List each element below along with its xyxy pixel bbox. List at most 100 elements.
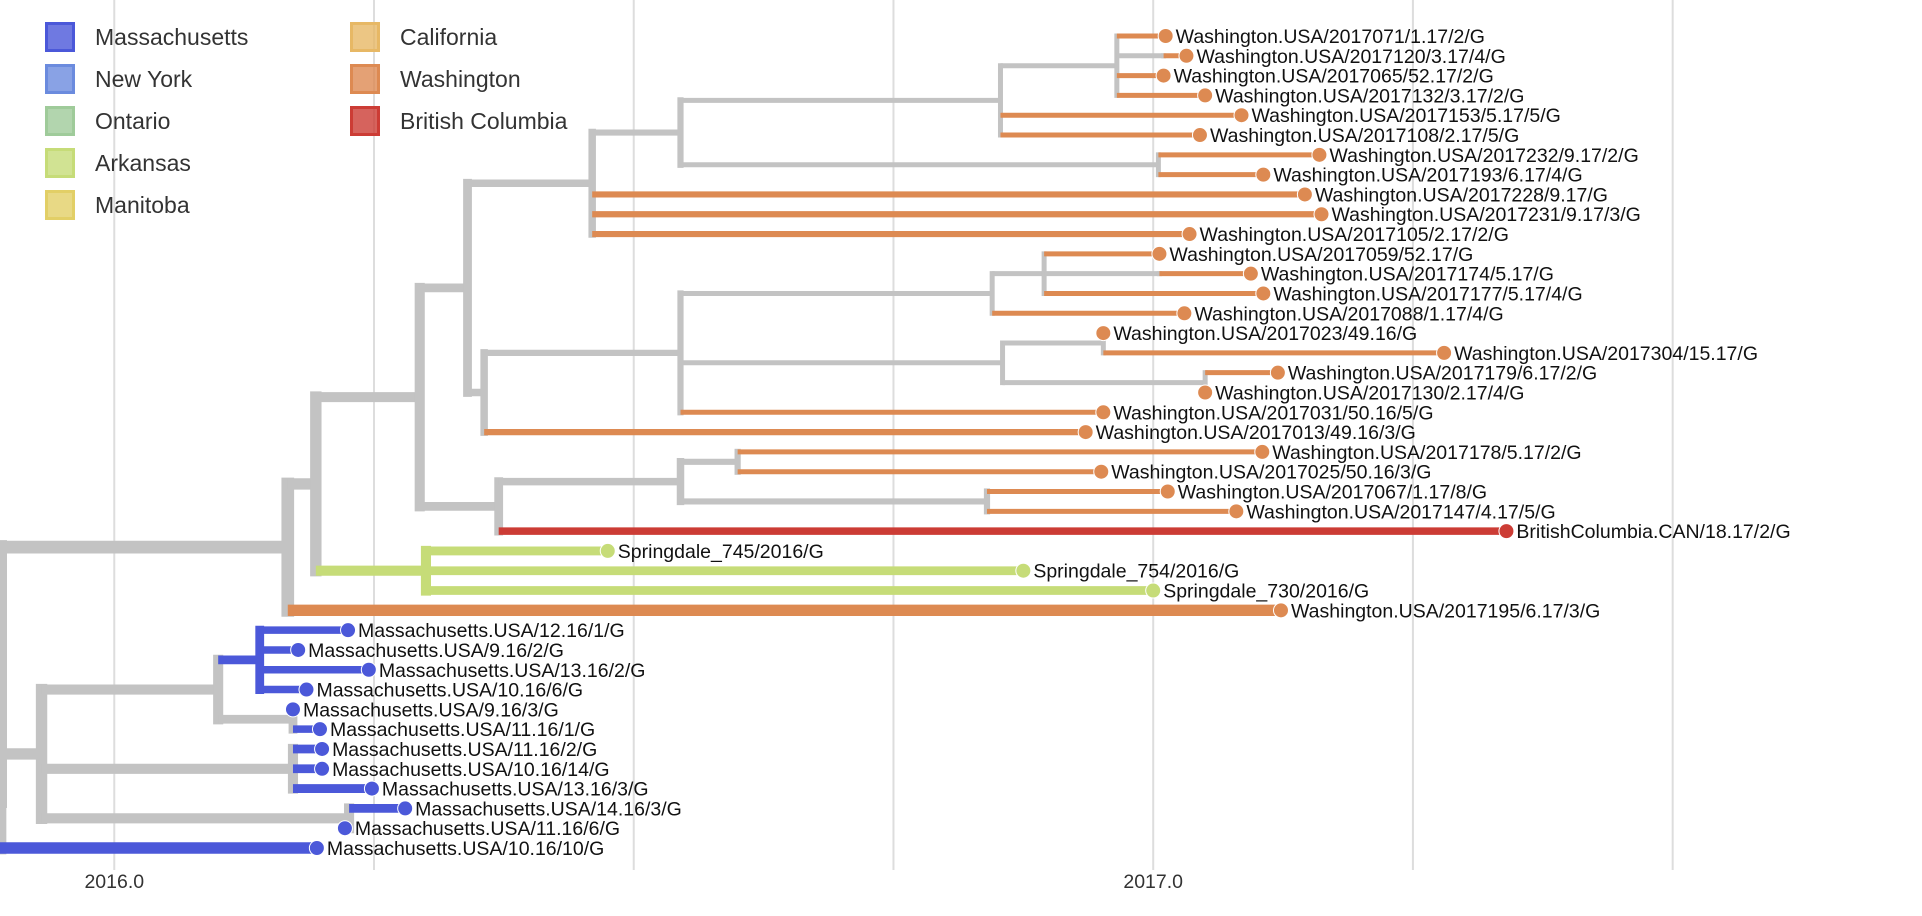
tip-label: Washington.USA/2017059/52.17/G: [1169, 244, 1473, 266]
tip-marker-washington-usa-2017023-49-16-g[interactable]: [1095, 325, 1112, 342]
tip-marker-britishcolumbia-can-18-17-2-g[interactable]: [1498, 523, 1515, 540]
tip-marker-massachusetts-usa-12-16-1-g[interactable]: [340, 622, 357, 639]
legend-swatch: [45, 148, 75, 178]
tip-marker-washington-usa-2017031-50-16-5-g[interactable]: [1095, 404, 1112, 421]
legend-swatch: [45, 64, 75, 94]
legend-item-california[interactable]: California: [350, 16, 567, 58]
legend-label: California: [400, 23, 498, 50]
tip-marker-springdale-745-2016-g[interactable]: [599, 542, 616, 559]
time-axis: 2016.0 2017.0: [84, 871, 1183, 893]
tip-marker-washington-usa-2017195-6-17-3-g[interactable]: [1272, 602, 1289, 619]
legend-item-manitoba[interactable]: Manitoba: [45, 184, 248, 226]
tip-label: Springdale_730/2016/G: [1163, 581, 1369, 603]
legend-item-massachusetts[interactable]: Massachusetts: [45, 16, 248, 58]
tip-marker-washington-usa-2017059-52-17-g[interactable]: [1151, 245, 1168, 262]
tip-marker-washington-usa-2017304-15-17-g[interactable]: [1436, 344, 1453, 361]
tip-marker-springdale-730-2016-g[interactable]: [1145, 582, 1162, 599]
tip-label: Washington.USA/2017132/3.17/2/G: [1215, 85, 1524, 107]
tip-marker-massachusetts-usa-10-16-10-g[interactable]: [308, 840, 325, 856]
tip-marker-springdale-754-2016-g[interactable]: [1015, 562, 1032, 579]
tip-marker-washington-usa-2017228-9-17-g[interactable]: [1296, 186, 1313, 203]
tip-marker-massachusetts-usa-13-16-3-g[interactable]: [363, 780, 380, 797]
legend-label: British Columbia: [400, 107, 568, 134]
tip-marker-washington-usa-2017179-6-17-2-g[interactable]: [1269, 364, 1286, 381]
tip-label: Washington.USA/2017065/52.17/2/G: [1174, 66, 1494, 88]
tip-label: Massachusetts.USA/11.16/2/G: [332, 739, 597, 761]
legend-label: Washington: [400, 65, 521, 92]
tip-marker-massachusetts-usa-9-16-2-g[interactable]: [290, 641, 307, 658]
tip-label: Massachusetts.USA/14.16/3/G: [415, 798, 682, 820]
tip-labels: Washington.USA/2017071/1.17/2/GWashingto…: [303, 26, 1791, 860]
tip-marker-washington-usa-2017013-49-16-3-g[interactable]: [1077, 424, 1094, 441]
tip-marker-washington-usa-2017178-5-17-2-g[interactable]: [1254, 443, 1271, 460]
tip-marker-massachusetts-usa-11-16-2-g[interactable]: [314, 740, 331, 757]
tip-label: Washington.USA/2017304/15.17/G: [1454, 343, 1758, 365]
tip-marker-washington-usa-2017108-2-17-5-g[interactable]: [1191, 127, 1208, 144]
legend-item-british-columbia[interactable]: British Columbia: [350, 100, 567, 142]
tip-label: Washington.USA/2017013/49.16/3/G: [1096, 422, 1416, 444]
tip-marker-washington-usa-2017231-9-17-3-g[interactable]: [1313, 206, 1330, 223]
legend-item-washington[interactable]: Washington: [350, 58, 567, 100]
tip-label: Washington.USA/2017153/5.17/5/G: [1252, 105, 1561, 127]
legend-label: Arkansas: [95, 149, 191, 176]
axis-tick-label: 2016.0: [84, 871, 144, 893]
tip-label: Washington.USA/2017174/5.17/G: [1261, 264, 1554, 286]
legend-item-ontario[interactable]: Ontario: [45, 100, 248, 142]
legend-swatch: [45, 22, 75, 52]
tip-marker-washington-usa-2017147-4-17-5-g[interactable]: [1228, 503, 1245, 520]
tip-marker-washington-usa-2017067-1-17-8-g[interactable]: [1159, 483, 1176, 500]
tip-label: Massachusetts.USA/9.16/2/G: [308, 640, 564, 662]
tip-marker-washington-usa-2017132-3-17-2-g[interactable]: [1197, 87, 1214, 104]
tip-marker-washington-usa-2017174-5-17-g[interactable]: [1242, 265, 1259, 282]
tip-label: Massachusetts.USA/12.16/1/G: [358, 620, 625, 642]
tip-marker-massachusetts-usa-10-16-6-g[interactable]: [298, 681, 315, 698]
tip-label: Washington.USA/2017108/2.17/5/G: [1210, 125, 1519, 147]
tip-marker-washington-usa-2017120-3-17-4-g[interactable]: [1178, 47, 1195, 64]
tip-marker-washington-usa-2017193-6-17-4-g[interactable]: [1255, 166, 1272, 183]
tip-label: Washington.USA/2017178/5.17/2/G: [1272, 442, 1581, 464]
tip-marker-washington-usa-2017025-50-16-3-g[interactable]: [1093, 463, 1110, 480]
tip-marker-washington-usa-2017065-52-17-2-g[interactable]: [1155, 67, 1172, 84]
tip-marker-washington-usa-2017130-2-17-4-g[interactable]: [1197, 384, 1214, 401]
tip-label: Washington.USA/2017105/2.17/2/G: [1200, 224, 1509, 246]
tip-label: Washington.USA/2017231/9.17/3/G: [1332, 204, 1641, 226]
tip-marker-massachusetts-usa-9-16-3-g[interactable]: [284, 701, 301, 718]
tip-label: Springdale_745/2016/G: [618, 541, 824, 563]
legend-swatch: [350, 64, 380, 94]
tip-label: Washington.USA/2017177/5.17/4/G: [1273, 283, 1582, 305]
tip-marker-washington-usa-2017105-2-17-2-g[interactable]: [1181, 226, 1198, 243]
tip-marker-washington-usa-2017071-1-17-2-g[interactable]: [1157, 28, 1174, 44]
tip-label: Washington.USA/2017232/9.17/2/G: [1329, 145, 1638, 167]
legend-label: Manitoba: [95, 191, 190, 218]
tip-marker-washington-usa-2017153-5-17-5-g[interactable]: [1233, 107, 1250, 124]
tip-label: BritishColumbia.CAN/18.17/2/G: [1516, 521, 1790, 543]
axis-tick-label: 2017.0: [1123, 871, 1183, 893]
legend-swatch: [350, 106, 380, 136]
legend-label: Massachusetts: [95, 23, 249, 50]
tree-branches: [0, 33, 1507, 855]
legend-swatch: [45, 106, 75, 136]
tip-marker-massachusetts-usa-11-16-6-g[interactable]: [336, 820, 353, 837]
tip-label: Washington.USA/2017067/1.17/8/G: [1178, 482, 1487, 504]
tip-marker-washington-usa-2017177-5-17-4-g[interactable]: [1255, 285, 1272, 302]
tip-marker-massachusetts-usa-13-16-2-g[interactable]: [360, 661, 377, 678]
legend-swatch: [45, 190, 75, 220]
tip-marker-massachusetts-usa-11-16-1-g[interactable]: [311, 721, 328, 738]
tip-label: Massachusetts.USA/11.16/6/G: [355, 818, 620, 840]
tip-label: Washington.USA/2017228/9.17/G: [1315, 184, 1608, 206]
legend-item-arkansas[interactable]: Arkansas: [45, 142, 248, 184]
tip-label: Washington.USA/2017130/2.17/4/G: [1215, 382, 1524, 404]
tip-marker-massachusetts-usa-10-16-14-g[interactable]: [314, 760, 331, 777]
tip-marker-washington-usa-2017088-1-17-4-g[interactable]: [1176, 305, 1193, 322]
legend-item-new-york[interactable]: New York: [45, 58, 248, 100]
tip-label: Washington.USA/2017193/6.17/4/G: [1273, 165, 1582, 187]
tip-label: Washington.USA/2017088/1.17/4/G: [1194, 303, 1503, 325]
tip-marker-massachusetts-usa-14-16-3-g[interactable]: [397, 800, 414, 817]
tip-label: Massachusetts.USA/9.16/3/G: [303, 699, 559, 721]
tree-tips: [284, 28, 1515, 856]
tip-label: Massachusetts.USA/10.16/6/G: [316, 680, 583, 702]
tip-marker-washington-usa-2017232-9-17-2-g[interactable]: [1311, 146, 1328, 163]
legend-label: New York: [95, 65, 193, 92]
tip-label: Washington.USA/2017031/50.16/5/G: [1113, 402, 1433, 424]
